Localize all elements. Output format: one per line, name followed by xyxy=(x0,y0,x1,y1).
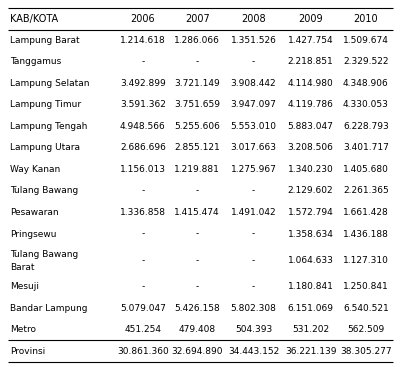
Text: Tulang Bawang: Tulang Bawang xyxy=(10,186,78,196)
Text: 1.405.680: 1.405.680 xyxy=(343,165,389,174)
Text: 1.427.754: 1.427.754 xyxy=(288,36,333,45)
Text: -: - xyxy=(141,282,144,291)
Text: Lampung Utara: Lampung Utara xyxy=(10,143,80,152)
Text: -: - xyxy=(141,186,144,196)
Text: 5.802.308: 5.802.308 xyxy=(231,304,276,313)
Text: 1.127.310: 1.127.310 xyxy=(343,256,389,265)
Text: 1.572.794: 1.572.794 xyxy=(288,208,334,217)
Text: Lampung Tengah: Lampung Tengah xyxy=(10,122,87,131)
Text: 2.686.696: 2.686.696 xyxy=(120,143,166,152)
Text: -: - xyxy=(196,229,199,239)
Text: -: - xyxy=(196,256,199,265)
Text: 2007: 2007 xyxy=(185,14,210,24)
Text: 1.358.634: 1.358.634 xyxy=(288,229,334,239)
Text: -: - xyxy=(196,57,199,66)
Text: 3.751.659: 3.751.659 xyxy=(174,100,220,109)
Text: 3.208.506: 3.208.506 xyxy=(288,143,334,152)
Text: -: - xyxy=(196,282,199,291)
Text: 6.151.069: 6.151.069 xyxy=(288,304,334,313)
Text: 3.721.149: 3.721.149 xyxy=(174,79,220,88)
Text: 3.947.097: 3.947.097 xyxy=(231,100,276,109)
Text: 3.401.717: 3.401.717 xyxy=(343,143,389,152)
Text: Tanggamus: Tanggamus xyxy=(10,57,61,66)
Text: 2.261.365: 2.261.365 xyxy=(343,186,389,196)
Text: 1.219.881: 1.219.881 xyxy=(174,165,220,174)
Text: 3.492.899: 3.492.899 xyxy=(120,79,166,88)
Text: 2010: 2010 xyxy=(354,14,378,24)
Text: -: - xyxy=(252,282,255,291)
Text: 1.436.188: 1.436.188 xyxy=(343,229,389,239)
Text: -: - xyxy=(252,229,255,239)
Text: 2.855.121: 2.855.121 xyxy=(174,143,220,152)
Text: 1.340.230: 1.340.230 xyxy=(288,165,334,174)
Text: 3.017.663: 3.017.663 xyxy=(231,143,276,152)
Text: 1.275.967: 1.275.967 xyxy=(231,165,276,174)
Text: 2009: 2009 xyxy=(298,14,323,24)
Text: 1.064.633: 1.064.633 xyxy=(288,256,334,265)
Text: 4.114.980: 4.114.980 xyxy=(288,79,334,88)
Text: 1.250.841: 1.250.841 xyxy=(343,282,389,291)
Text: Mesuji: Mesuji xyxy=(10,282,39,291)
Text: Metro: Metro xyxy=(10,325,36,334)
Text: -: - xyxy=(252,186,255,196)
Text: 1.509.674: 1.509.674 xyxy=(343,36,389,45)
Text: 2006: 2006 xyxy=(131,14,155,24)
Text: 32.694.890: 32.694.890 xyxy=(172,347,223,356)
Text: 6.228.793: 6.228.793 xyxy=(343,122,389,131)
Text: 3.908.442: 3.908.442 xyxy=(231,79,276,88)
Text: Tulang Bawang: Tulang Bawang xyxy=(10,250,78,259)
Text: 3.591.362: 3.591.362 xyxy=(120,100,166,109)
Text: 5.883.047: 5.883.047 xyxy=(288,122,334,131)
Text: Lampung Selatan: Lampung Selatan xyxy=(10,79,89,88)
Text: -: - xyxy=(141,229,144,239)
Text: 1.491.042: 1.491.042 xyxy=(231,208,276,217)
Text: Way Kanan: Way Kanan xyxy=(10,165,60,174)
Text: 38.305.277: 38.305.277 xyxy=(340,347,392,356)
Text: 451.254: 451.254 xyxy=(124,325,161,334)
Text: 1.180.841: 1.180.841 xyxy=(288,282,334,291)
Text: 4.348.906: 4.348.906 xyxy=(343,79,389,88)
Text: 36.221.139: 36.221.139 xyxy=(285,347,336,356)
Text: -: - xyxy=(252,256,255,265)
Text: Pesawaran: Pesawaran xyxy=(10,208,59,217)
Text: 1.661.428: 1.661.428 xyxy=(343,208,389,217)
Text: 1.415.474: 1.415.474 xyxy=(174,208,220,217)
Text: 34.443.152: 34.443.152 xyxy=(228,347,279,356)
Text: 1.214.618: 1.214.618 xyxy=(120,36,166,45)
Text: 1.286.066: 1.286.066 xyxy=(174,36,220,45)
Text: 4.119.786: 4.119.786 xyxy=(288,100,334,109)
Text: 2.129.602: 2.129.602 xyxy=(288,186,333,196)
Text: Pringsewu: Pringsewu xyxy=(10,229,57,239)
Text: KAB/KOTA: KAB/KOTA xyxy=(10,14,58,24)
Text: Lampung Timur: Lampung Timur xyxy=(10,100,81,109)
Text: 5.255.606: 5.255.606 xyxy=(174,122,220,131)
Text: 504.393: 504.393 xyxy=(235,325,272,334)
Text: 1.336.858: 1.336.858 xyxy=(120,208,166,217)
Text: 562.509: 562.509 xyxy=(347,325,385,334)
Text: 5.426.158: 5.426.158 xyxy=(174,304,220,313)
Text: Barat: Barat xyxy=(10,263,34,272)
Text: Lampung Barat: Lampung Barat xyxy=(10,36,80,45)
Text: Provinsi: Provinsi xyxy=(10,347,45,356)
Text: 4.330.053: 4.330.053 xyxy=(343,100,389,109)
Text: -: - xyxy=(141,256,144,265)
Text: 479.408: 479.408 xyxy=(179,325,216,334)
Text: 2008: 2008 xyxy=(241,14,266,24)
Text: 1.156.013: 1.156.013 xyxy=(120,165,166,174)
Text: 5.553.010: 5.553.010 xyxy=(231,122,276,131)
Text: 30.861.360: 30.861.360 xyxy=(117,347,169,356)
Text: 6.540.521: 6.540.521 xyxy=(343,304,389,313)
Text: 4.948.566: 4.948.566 xyxy=(120,122,166,131)
Text: 2.218.851: 2.218.851 xyxy=(288,57,334,66)
Text: -: - xyxy=(141,57,144,66)
Text: -: - xyxy=(196,186,199,196)
Text: -: - xyxy=(252,57,255,66)
Text: 1.351.526: 1.351.526 xyxy=(231,36,276,45)
Text: 531.202: 531.202 xyxy=(292,325,329,334)
Text: Bandar Lampung: Bandar Lampung xyxy=(10,304,87,313)
Text: 5.079.047: 5.079.047 xyxy=(120,304,166,313)
Text: 2.329.522: 2.329.522 xyxy=(343,57,389,66)
